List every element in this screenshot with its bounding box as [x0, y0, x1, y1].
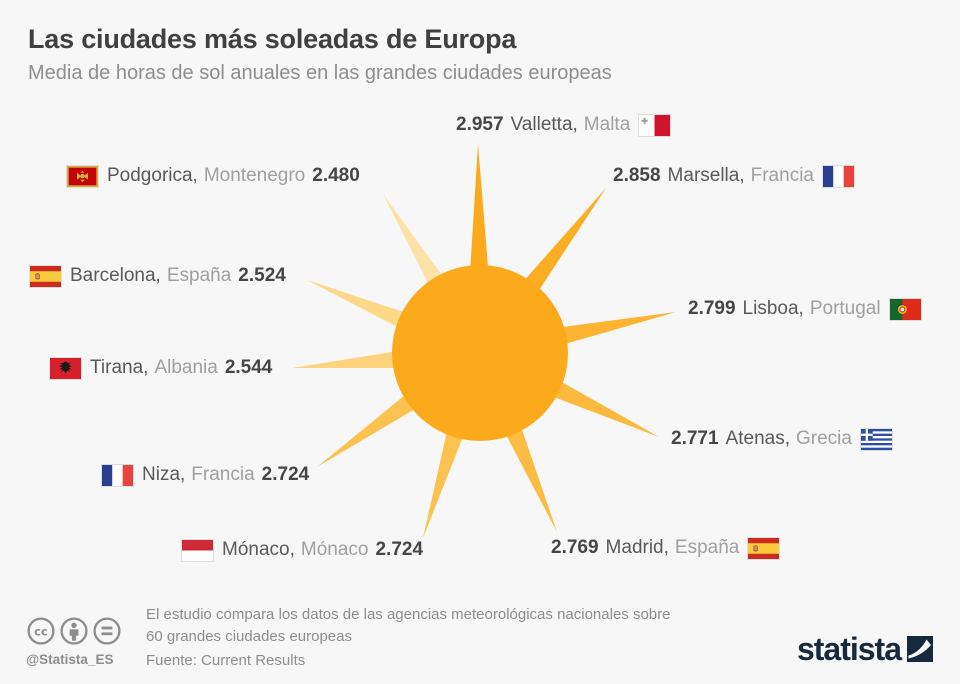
- country-name: Albania: [154, 357, 218, 378]
- license-icon-row: cc: [26, 616, 122, 646]
- sun-hours-value: 2.724: [261, 464, 310, 485]
- footer-note-line2: 60 grandes ciudades europeas: [146, 628, 352, 645]
- country-name: Grecia: [795, 428, 852, 449]
- footer-note-line1: El estudio compara los datos de las agen…: [146, 606, 671, 623]
- city-label-valletta: 2.957 Valletta, Malta: [452, 112, 676, 138]
- country-name: Francia: [750, 165, 814, 186]
- sun-ray-podgorica: [383, 194, 493, 361]
- sun-hours-value: 2.957: [456, 114, 504, 135]
- country-name: Francia: [191, 464, 255, 485]
- city-name: Valletta,: [510, 114, 578, 135]
- sun-ray-madrid: [466, 347, 557, 532]
- country-name: Malta: [583, 114, 631, 135]
- country-name: Mónaco: [300, 539, 369, 560]
- montenegro-flag-icon: [67, 165, 98, 187]
- city-name: Marsella,: [667, 165, 745, 186]
- sun-hours-value: 2.524: [238, 265, 286, 286]
- country-name: España: [166, 265, 232, 286]
- sun-ray-lisboa: [476, 312, 676, 368]
- cc-icon: cc: [27, 617, 55, 645]
- city-name: Tirana,: [90, 357, 149, 378]
- sun-hours-value: 2.858: [613, 165, 661, 186]
- portugal-flag-icon: [889, 298, 921, 320]
- sun-hours-value: 2.771: [671, 428, 719, 449]
- city-label-lisboa: 2.799 Lisboa, Portugal: [684, 296, 927, 322]
- sun-ray-atenas: [473, 339, 659, 437]
- city-label-monaco: Mónaco, Mónaco 2.724: [176, 537, 427, 563]
- france-flag-icon: [822, 165, 854, 187]
- page-title: Las ciudades más soleadas de Europa: [28, 24, 517, 54]
- statista-logo-icon: [907, 636, 933, 662]
- sun-ray-tirana: [292, 338, 482, 368]
- country-name: España: [674, 537, 740, 558]
- city-name: Barcelona,: [70, 265, 161, 286]
- twitter-handle: @Statista_ES: [26, 652, 114, 667]
- city-label-atenas: 2.771 Atenas, Grecia: [667, 426, 898, 452]
- sun-hours-value: 2.724: [375, 539, 424, 560]
- statista-logo: statista: [796, 631, 933, 667]
- city-name: Madrid,: [605, 537, 669, 558]
- sun-hours-value: 2.480: [312, 165, 360, 186]
- city-name: Lisboa,: [742, 298, 804, 319]
- spain-flag-icon: [30, 265, 61, 287]
- statista-wordmark: statista: [796, 631, 902, 667]
- malta-flag-icon: [639, 114, 671, 136]
- sun-core: [392, 265, 568, 441]
- country-name: Montenegro: [203, 165, 306, 186]
- sun-ray-valletta: [465, 144, 495, 354]
- sun-hours-value: 2.799: [688, 298, 736, 319]
- attribution-icon: [60, 617, 88, 645]
- country-name: Portugal: [809, 298, 881, 319]
- sun-ray-marsella: [468, 188, 606, 363]
- sun-hours-value: 2.769: [551, 537, 599, 558]
- footer-source: Fuente: Current Results: [146, 652, 306, 669]
- city-label-barcelona: Barcelona, España 2.524: [24, 263, 290, 289]
- city-name: Mónaco,: [222, 539, 295, 560]
- footer-note: El estudio compara los datos de las agen…: [146, 604, 670, 648]
- svg-text:cc: cc: [34, 624, 48, 638]
- city-label-marsella: 2.858 Marsella, Francia: [609, 163, 860, 189]
- city-label-madrid: 2.769 Madrid, España: [547, 535, 785, 561]
- spain-flag-icon: [748, 537, 780, 559]
- greece-flag-icon: [860, 428, 892, 450]
- city-name: Podgorica,: [107, 165, 198, 186]
- page-subtitle: Media de horas de sol anuales en las gra…: [28, 62, 612, 84]
- city-name: Atenas,: [725, 428, 790, 449]
- city-label-podgorica: Podgorica, Montenegro 2.480: [61, 163, 364, 189]
- monaco-flag-icon: [182, 539, 213, 561]
- city-label-niza: Niza, Francia 2.724: [96, 462, 313, 488]
- equals-icon: [93, 617, 121, 645]
- france-flag-icon: [102, 464, 133, 486]
- city-name: Niza,: [142, 464, 186, 485]
- city-label-tirana: Tirana, Albania 2.544: [44, 355, 276, 381]
- albania-flag-icon: [50, 357, 81, 379]
- sun-ray-niza: [317, 340, 489, 467]
- sun-hours-value: 2.544: [224, 357, 273, 378]
- sun-ray-monaco: [423, 348, 495, 538]
- sun-ray-barcelona: [307, 280, 486, 367]
